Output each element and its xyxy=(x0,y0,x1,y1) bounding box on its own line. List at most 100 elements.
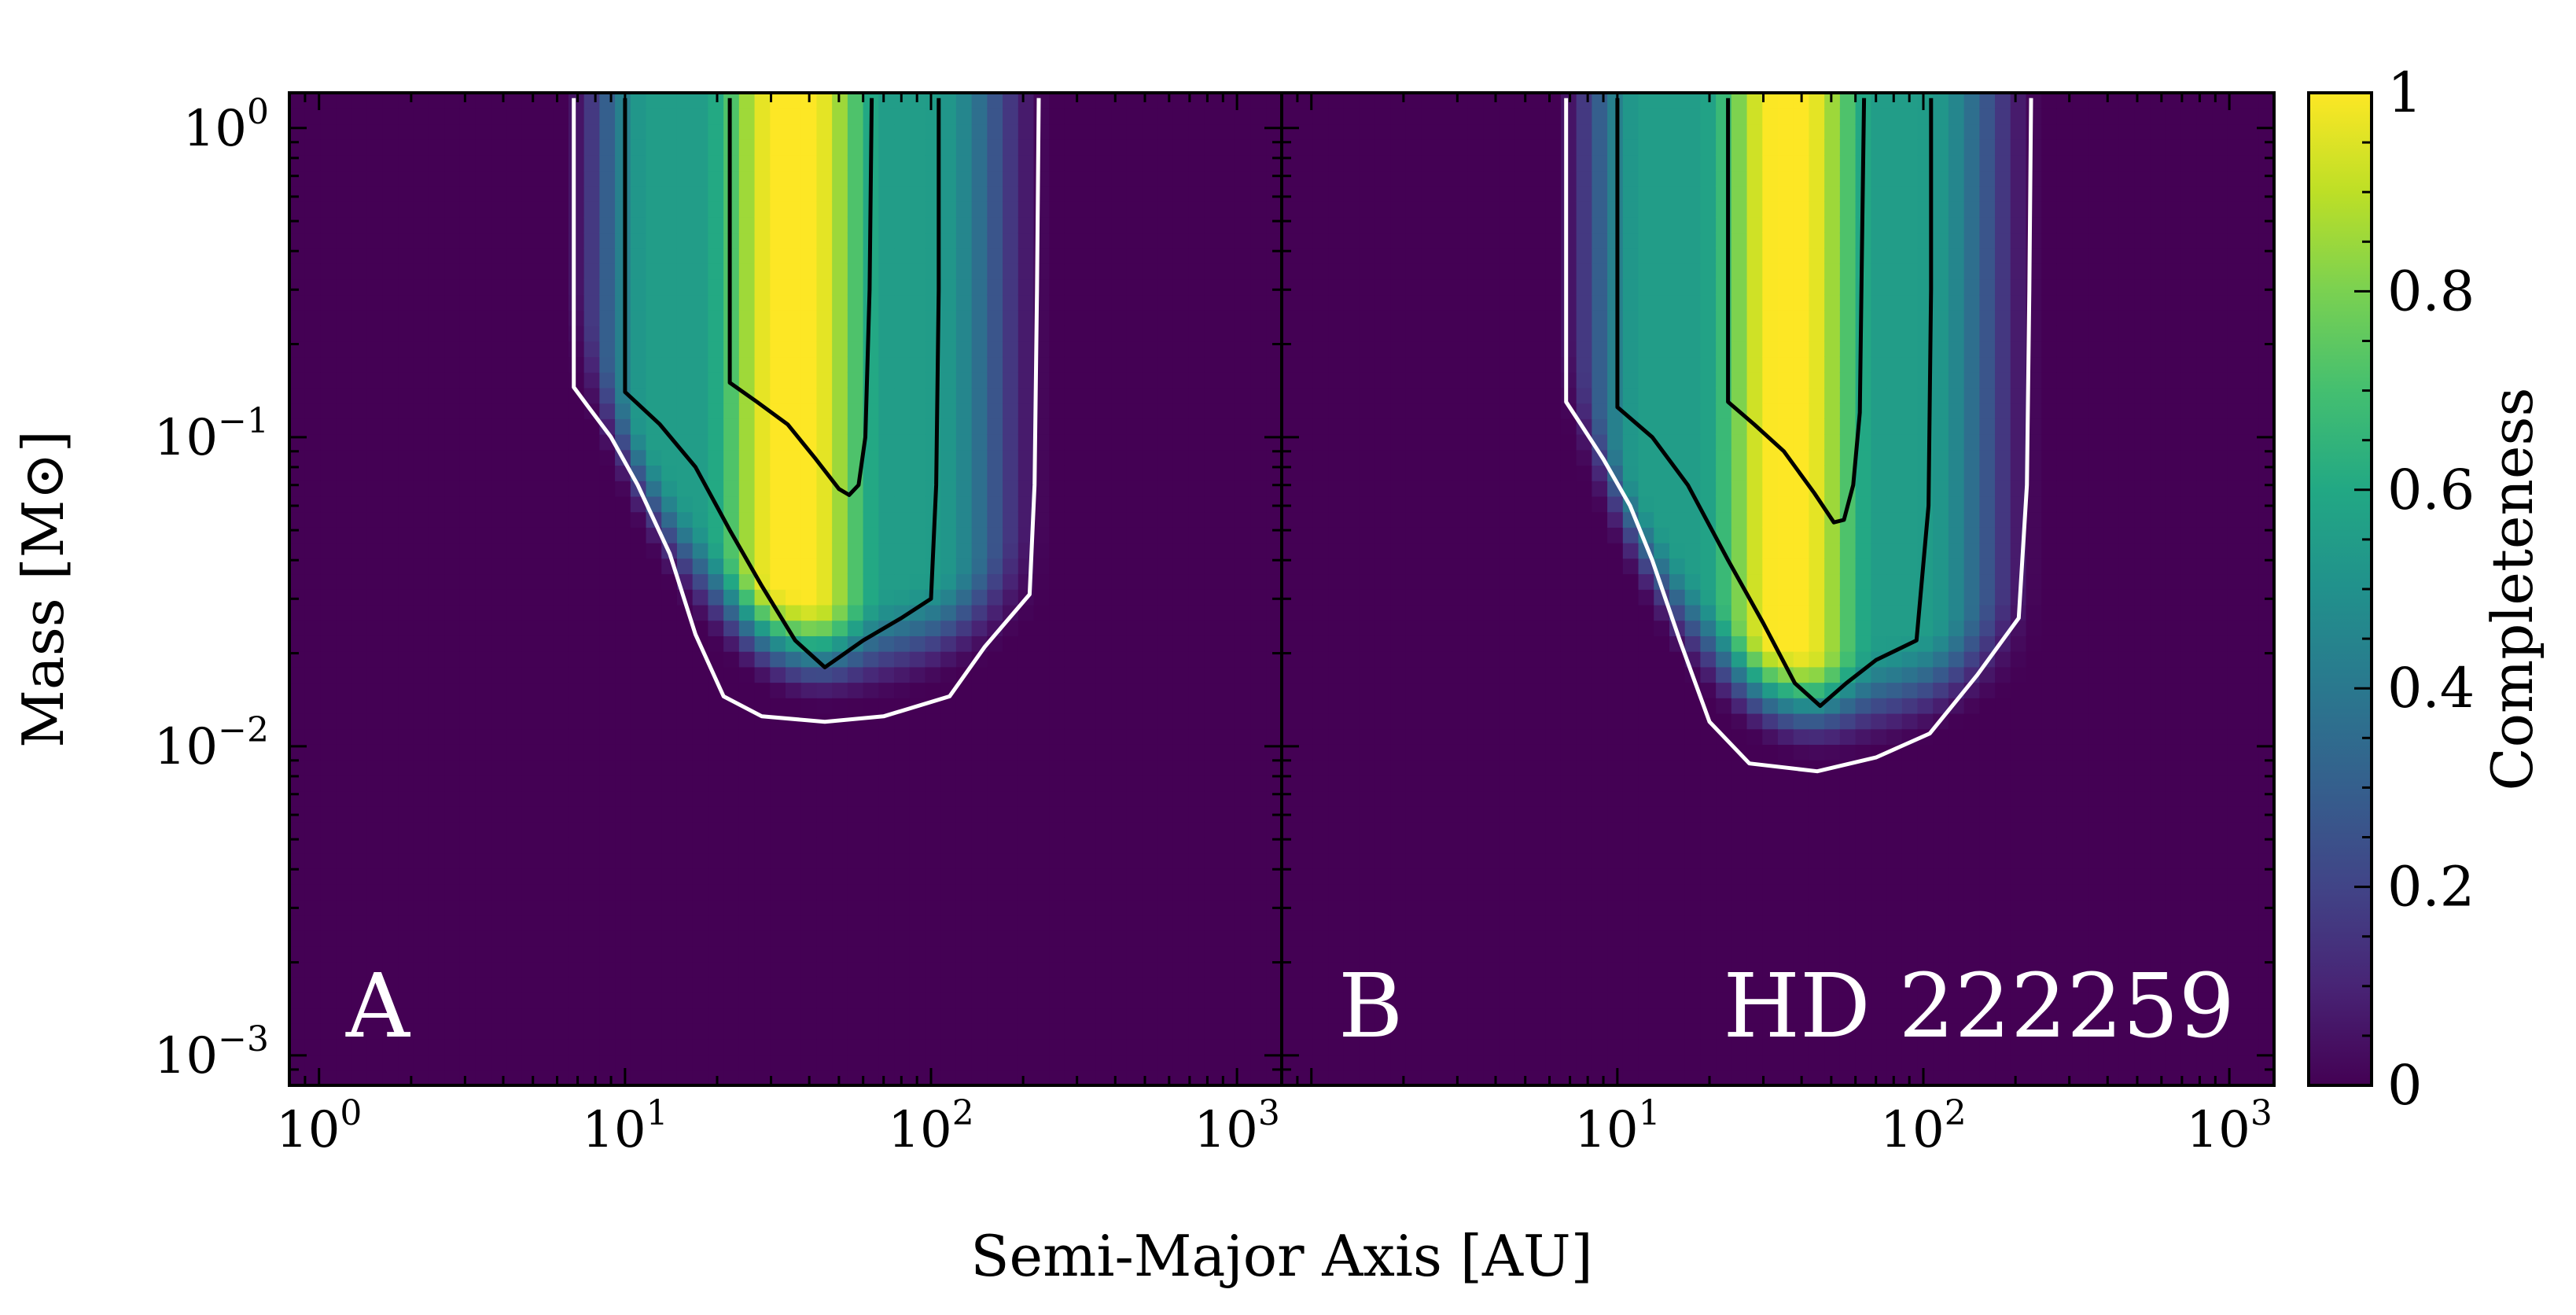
heatmap-cell xyxy=(878,635,895,652)
heatmap-cell xyxy=(1111,899,1128,915)
heatmap-cell xyxy=(909,325,926,342)
heatmap-cell xyxy=(1172,511,1190,528)
heatmap-cell xyxy=(1374,186,1391,202)
heatmap-cell xyxy=(1343,433,1360,451)
heatmap-cell xyxy=(336,278,352,296)
heatmap-cell xyxy=(692,325,709,342)
heatmap-cell xyxy=(320,139,337,156)
heatmap-cell xyxy=(723,573,740,590)
heatmap-cell xyxy=(444,108,461,125)
heatmap-cell xyxy=(1003,418,1019,435)
heatmap-cell xyxy=(786,341,802,358)
heatmap-cell xyxy=(491,883,507,901)
heatmap-cell xyxy=(1095,310,1112,326)
heatmap-cell xyxy=(1312,744,1329,761)
heatmap-cell xyxy=(955,170,973,187)
heatmap-cell xyxy=(770,186,786,202)
heatmap-cell xyxy=(676,93,694,109)
heatmap-cell xyxy=(491,542,507,559)
heatmap-cell xyxy=(770,542,786,559)
heatmap-cell xyxy=(491,248,507,264)
heatmap-cell xyxy=(1064,542,1081,559)
heatmap-cell xyxy=(1235,480,1252,497)
heatmap-cell xyxy=(863,1038,880,1055)
heatmap-cell xyxy=(1312,883,1329,901)
heatmap-cell xyxy=(661,263,678,280)
heatmap-cell xyxy=(568,511,585,528)
heatmap-cell xyxy=(336,899,352,915)
heatmap-cell xyxy=(1374,465,1391,481)
heatmap-cell xyxy=(1328,325,1345,342)
heatmap-cell xyxy=(1080,232,1097,249)
heatmap-cell xyxy=(1049,263,1065,280)
heatmap-cell xyxy=(1049,170,1065,187)
heatmap-cell xyxy=(1111,558,1128,575)
heatmap-cell xyxy=(800,139,818,156)
heatmap-cell xyxy=(1266,186,1282,202)
heatmap-cell xyxy=(971,992,988,1009)
heatmap-cell xyxy=(568,201,585,218)
heatmap-cell xyxy=(336,790,352,807)
heatmap-cell xyxy=(1142,682,1159,698)
heatmap-cell xyxy=(1266,495,1282,513)
heatmap-cell xyxy=(1328,403,1345,419)
heatmap-cell xyxy=(304,341,322,358)
heatmap-cell xyxy=(1033,449,1051,466)
heatmap-cell xyxy=(770,930,786,947)
heatmap-cell xyxy=(599,139,616,156)
heatmap-cell xyxy=(320,511,337,528)
heatmap-cell xyxy=(429,294,445,311)
heatmap-cell xyxy=(615,666,631,683)
heatmap-cell xyxy=(336,527,352,543)
heatmap-cell xyxy=(583,371,601,389)
heatmap-cell xyxy=(1452,604,1469,621)
heatmap-cell xyxy=(1111,728,1128,745)
heatmap-cell xyxy=(1204,790,1220,807)
heatmap-cell xyxy=(537,558,554,575)
heatmap-cell xyxy=(1157,542,1174,559)
heatmap-cell xyxy=(955,930,973,947)
heatmap-cell xyxy=(537,604,554,621)
heatmap-cell xyxy=(878,170,895,187)
heatmap-cell xyxy=(1064,123,1081,140)
heatmap-cell xyxy=(583,263,601,280)
heatmap-cell xyxy=(863,899,880,915)
heatmap-cell xyxy=(1405,666,1422,683)
heatmap-cell xyxy=(289,867,306,885)
heatmap-cell xyxy=(863,465,880,481)
heatmap-cell xyxy=(491,186,507,202)
heatmap-cell xyxy=(1142,759,1159,776)
heatmap-cell xyxy=(382,310,399,326)
heatmap-cell xyxy=(630,263,647,280)
heatmap-cell xyxy=(444,527,461,543)
heatmap-cell xyxy=(940,232,957,249)
heatmap-cell xyxy=(1437,713,1453,730)
heatmap-cell xyxy=(615,620,631,636)
heatmap-cell xyxy=(1343,573,1360,590)
heatmap-cell xyxy=(1111,1023,1128,1040)
heatmap-cell xyxy=(1204,558,1220,575)
heatmap-cell xyxy=(459,806,477,823)
heatmap-cell xyxy=(1266,698,1282,714)
heatmap-cell xyxy=(1220,930,1236,947)
heatmap-cell xyxy=(1142,93,1159,109)
heatmap-cell xyxy=(1421,666,1437,683)
heatmap-cell xyxy=(289,650,306,668)
heatmap-cell xyxy=(894,356,911,373)
heatmap-cell xyxy=(1374,945,1391,963)
heatmap-cell xyxy=(599,650,616,668)
heatmap-cell xyxy=(1266,573,1282,590)
heatmap-cell xyxy=(459,744,477,761)
heatmap-cell xyxy=(816,154,833,171)
heatmap-cell xyxy=(1188,216,1205,234)
heatmap-cell xyxy=(537,465,554,481)
heatmap-cell xyxy=(1111,93,1128,109)
heatmap-cell xyxy=(909,806,926,823)
heatmap-cell xyxy=(847,511,864,528)
heatmap-cell xyxy=(816,558,833,575)
heatmap-cell xyxy=(413,1007,430,1024)
heatmap-cell xyxy=(583,837,601,854)
heatmap-cell xyxy=(909,418,926,435)
heatmap-cell xyxy=(1297,867,1314,885)
heatmap-cell xyxy=(491,527,507,543)
